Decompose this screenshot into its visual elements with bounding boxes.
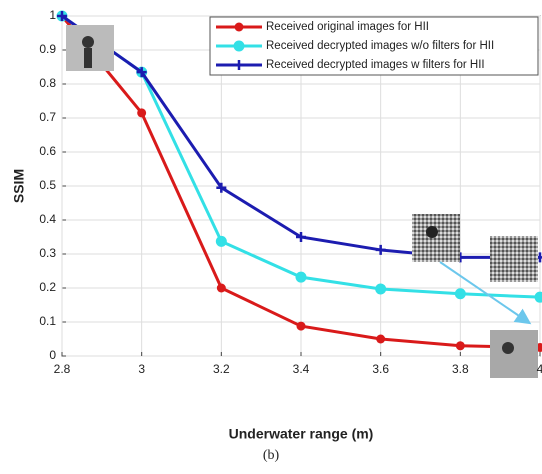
legend-label: Received decrypted images w filters for … [266, 59, 485, 71]
y-tick-label: 0.9 [39, 42, 56, 56]
thumbnail [490, 236, 538, 282]
y-tick-label: 0.4 [39, 212, 56, 226]
y-tick-label: 0.1 [39, 314, 56, 328]
marker [455, 288, 466, 299]
x-tick-label: 3.4 [293, 362, 310, 376]
y-tick-label: 0.3 [39, 246, 56, 260]
legend-label: Received decrypted images w/o filters fo… [266, 40, 494, 52]
y-tick-label: 0.6 [39, 144, 56, 158]
caption: (b) [263, 448, 280, 463]
x-tick-label: 3 [138, 362, 145, 376]
y-tick-label: 0 [49, 348, 56, 362]
thumbnail [490, 330, 538, 378]
y-tick-label: 0.8 [39, 76, 56, 90]
thumbnail-figure [82, 36, 94, 48]
thumbnail-figure [84, 48, 92, 68]
thumbnail-figure [502, 342, 514, 354]
marker [137, 108, 146, 117]
marker [456, 341, 465, 350]
x-tick-label: 4 [537, 362, 542, 376]
marker [216, 236, 227, 247]
x-tick-label: 3.2 [213, 362, 230, 376]
thumbnail-figure [426, 226, 438, 238]
marker [217, 284, 226, 293]
y-tick-label: 0.7 [39, 110, 56, 124]
marker [376, 335, 385, 344]
marker [234, 41, 245, 52]
marker [235, 23, 244, 32]
x-tick-label: 2.8 [54, 362, 71, 376]
marker [375, 284, 386, 295]
x-tick-label: 3.8 [452, 362, 469, 376]
x-axis-label: Underwater range (m) [229, 426, 374, 442]
legend-label: Received original images for HII [266, 21, 429, 33]
y-tick-label: 1 [49, 8, 56, 22]
x-tick-label: 3.6 [372, 362, 389, 376]
marker [297, 322, 306, 331]
marker [296, 272, 307, 283]
thumbnail [412, 214, 460, 262]
y-axis-label: SSIM [11, 169, 27, 203]
y-tick-label: 0.2 [39, 280, 56, 294]
y-tick-label: 0.5 [39, 178, 56, 192]
